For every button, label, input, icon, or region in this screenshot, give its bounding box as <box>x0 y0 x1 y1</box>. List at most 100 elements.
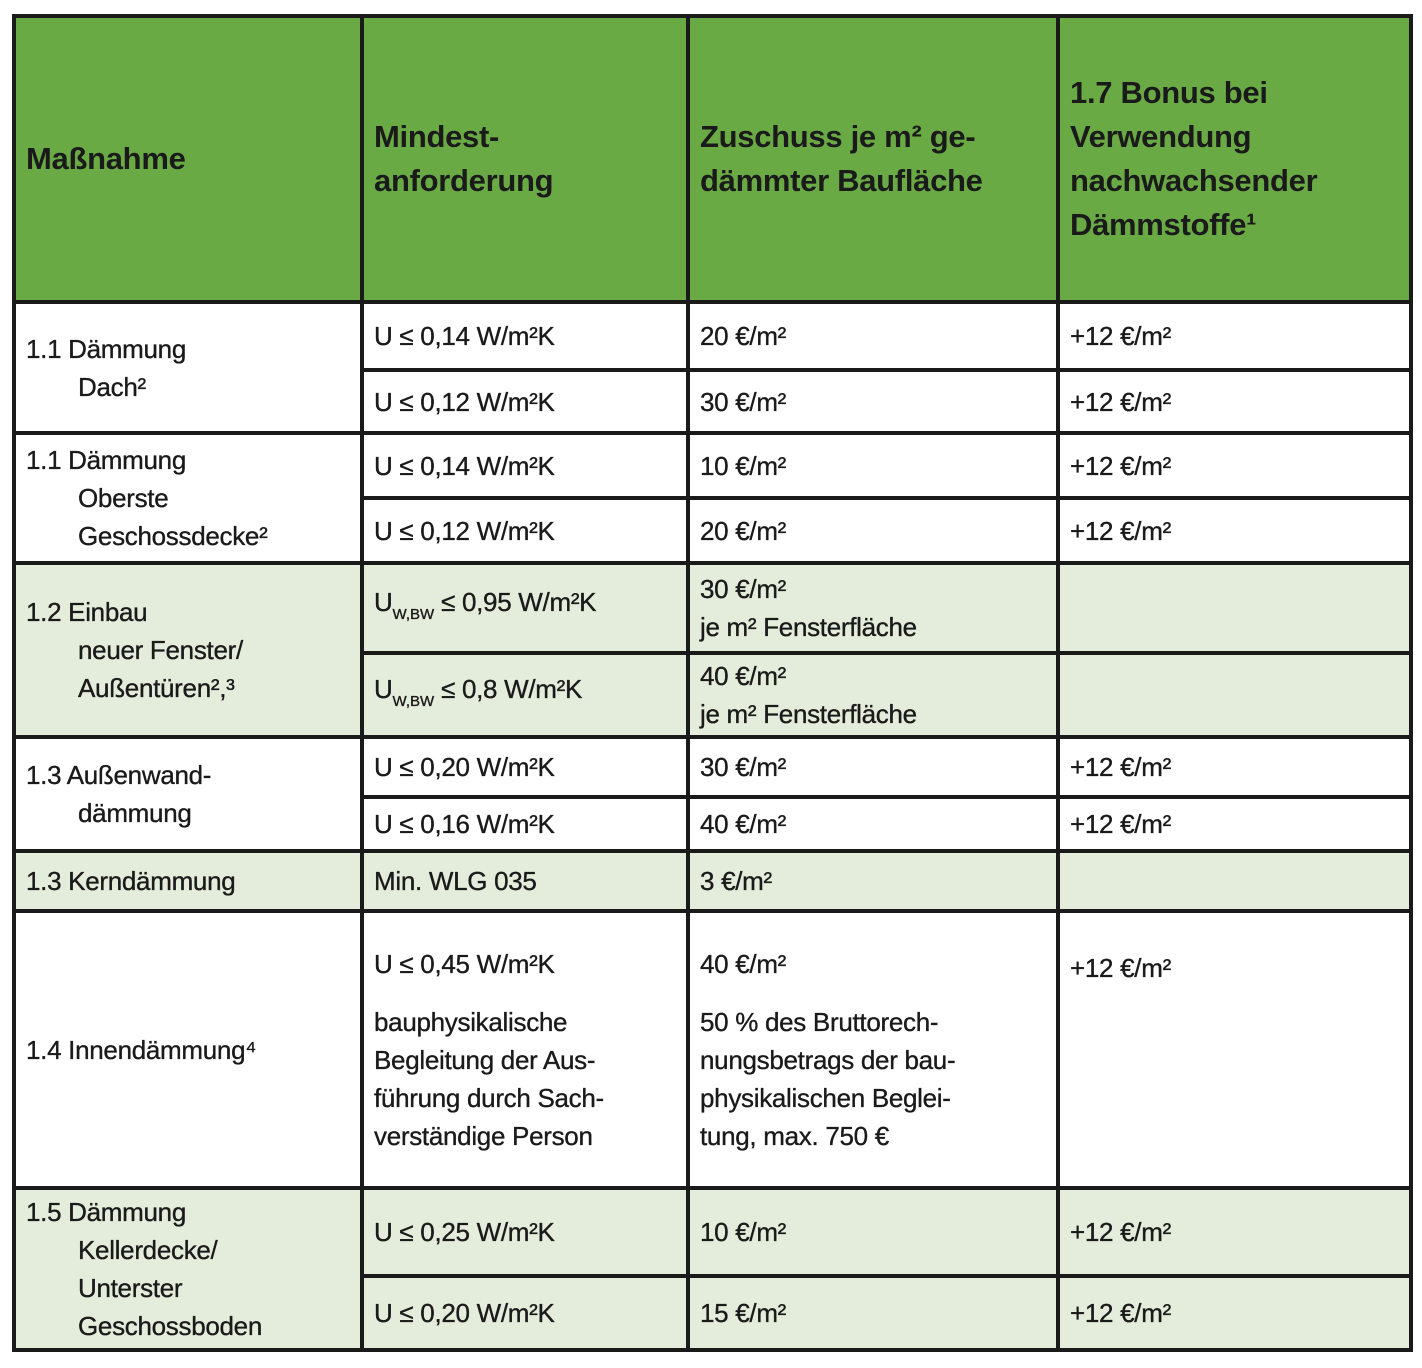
bonus-cell: +12 €/m² <box>1056 1274 1413 1352</box>
measure-line: 1.5 Dämmung <box>26 1197 187 1227</box>
grant-cell: 20 €/m² <box>686 496 1060 565</box>
header-cell: Zuschuss je m² ge-dämmter Baufläche <box>686 14 1060 304</box>
measure-line: Dach² <box>78 371 147 402</box>
measure-line: 1.3 Kerndämmung <box>26 866 236 896</box>
header-line: Verwendung <box>1070 119 1252 154</box>
requirement-cell: U ≤ 0,12 W/m²K <box>360 368 690 435</box>
requirement-cell: UW,BW ≤ 0,8 W/m²K <box>360 651 690 739</box>
grant-cell: 40 €/m² 50 % des Bruttorech-nungsbetrags … <box>686 909 1060 1190</box>
measure-cell: 1.3 Außenwand-dämmung <box>12 735 364 853</box>
header-cell: Mindest-anforderung <box>360 14 690 304</box>
measure-line: Geschossdecke² <box>78 521 268 551</box>
measure-cell: 1.1 Dämmung Oberste Geschossdecke² <box>12 431 364 565</box>
requirement-line: U ≤ 0,20 W/m²K <box>374 748 676 786</box>
grant-line: 40 €/m² <box>700 948 787 979</box>
measure-line: dämmung <box>78 798 192 828</box>
grant-line: 10 €/m² <box>700 1217 787 1247</box>
measure-cell: 1.1 Dämmung Dach² <box>12 300 364 435</box>
grant-line <box>700 983 1046 1003</box>
table-row: 1.1 Dämmung Oberste Geschossdecke² U ≤ 0,14… <box>12 431 1413 565</box>
measure-line: 1.1 Dämmung <box>26 445 187 475</box>
requirement-line: U ≤ 0,12 W/m²K <box>374 383 676 421</box>
requirement-text: U <box>374 673 393 704</box>
grant-line: 10 €/m² <box>700 450 787 481</box>
grant-cell: 30 €/m² <box>686 368 1060 435</box>
grant-line: nungsbetrags der bau- <box>700 1044 956 1075</box>
table-row: 1.3 Kerndämmung Min. WLG 035 3 €/m² <box>12 849 1413 913</box>
table-row: U ≤ 0,16 W/m²K 40 €/m² +12 €/m² <box>14 795 1413 853</box>
grant-line: tung, max. 750 € <box>700 1120 890 1151</box>
grant-cell: 3 €/m² <box>686 849 1060 913</box>
requirement-line: U ≤ 0,20 W/m²K <box>374 1294 676 1332</box>
requirement-cell: U ≤ 0,20 W/m²K <box>360 1274 690 1352</box>
table-row: U ≤ 0,20 W/m²K 15 €/m² +12 €/m² <box>14 1274 1413 1352</box>
measure-cell: 1.3 Kerndämmung <box>12 849 364 913</box>
grant-cell: 20 €/m² <box>686 300 1060 372</box>
table-row: U ≤ 0,12 W/m²K 30 €/m² +12 €/m² <box>14 368 1413 435</box>
grant-line: 30 €/m² <box>700 386 787 417</box>
table-row: U ≤ 0,12 W/m²K 20 €/m² +12 €/m² <box>14 496 1413 565</box>
grant-line: physikalischen Beglei- <box>700 1082 951 1113</box>
measure-cell: 1.2 Einbau neuer Fenster/Außentüren²,³ <box>12 561 364 739</box>
grant-cell: 15 €/m² <box>686 1274 1060 1352</box>
header-cell: Maßnahme <box>12 14 364 304</box>
requirement-text: U ≤ 0,14 W/m²K <box>374 321 555 351</box>
measure-line: Oberste <box>78 483 169 513</box>
grant-line: 20 €/m² <box>700 515 787 546</box>
header-line: Maßnahme <box>26 141 186 176</box>
requirement-text: Min. WLG 035 <box>374 866 537 896</box>
requirement-line: Begleitung der Aus- <box>374 1041 676 1079</box>
grant-cell: 40 €/m² je m² Fensterfläche <box>686 651 1060 739</box>
requirement-subscript: W,BW <box>392 605 435 623</box>
measure-line: 1.4 Innendämmung⁴ <box>26 1034 257 1065</box>
requirement-text-after: ≤ 0,8 W/m²K <box>434 673 583 704</box>
grant-cell: 30 €/m² <box>686 735 1060 799</box>
requirement-line <box>374 983 676 1003</box>
header-line: 1.7 Bonus bei <box>1070 75 1268 110</box>
requirement-cell: U ≤ 0,14 W/m²K <box>360 431 690 500</box>
table-row: 1.1 Dämmung Dach² U ≤ 0,14 W/m²K 20 €/m² +12… <box>12 300 1413 435</box>
requirement-cell: U ≤ 0,14 W/m²K <box>360 300 690 372</box>
requirement-line: U ≤ 0,25 W/m²K <box>374 1213 676 1251</box>
requirement-line: U ≤ 0,14 W/m²K <box>374 317 676 355</box>
measure-line: 1.1 Dämmung <box>26 333 187 364</box>
measure-line: Außentüren²,³ <box>78 673 235 703</box>
header-cell: 1.7 Bonus bei Verwendung nachwachsender Däm… <box>1056 14 1413 304</box>
grant-line: je m² Fensterfläche <box>700 699 917 729</box>
requirement-text: Begleitung der Aus- <box>374 1044 596 1075</box>
requirement-cell: U ≤ 0,20 W/m²K <box>360 735 690 799</box>
grant-line: 30 €/m² <box>700 752 787 782</box>
requirement-cell: U ≤ 0,45 W/m²K bauphysikalische Begleitung… <box>360 909 690 1190</box>
requirement-text: U ≤ 0,25 W/m²K <box>374 1217 555 1247</box>
measure-cell: 1.5 Dämmung Kellerdecke/Unterster Geschoss… <box>12 1186 364 1352</box>
grant-cell: 40 €/m² <box>686 795 1060 853</box>
requirement-text: U ≤ 0,12 W/m²K <box>374 386 555 417</box>
requirement-cell: U ≤ 0,25 W/m²K <box>360 1186 690 1278</box>
measure-line: Geschossboden <box>78 1311 263 1341</box>
requirement-text: U ≤ 0,20 W/m²K <box>374 752 555 782</box>
table-row: 1.3 Außenwand-dämmung U ≤ 0,20 W/m²K 30 €/… <box>12 735 1413 853</box>
requirement-cell: Min. WLG 035 <box>360 849 690 913</box>
requirement-line: U ≤ 0,12 W/m²K <box>374 512 676 550</box>
requirement-cell: U ≤ 0,16 W/m²K <box>360 795 690 853</box>
grant-line: je m² Fensterfläche <box>700 612 917 642</box>
requirement-cell: UW,BW ≤ 0,95 W/m²K <box>360 561 690 655</box>
header-line: Mindest- <box>374 119 500 154</box>
measure-line: 1.3 Außenwand- <box>26 760 212 790</box>
measure-line: Kellerdecke/ <box>78 1235 218 1265</box>
requirement-text: U ≤ 0,45 W/m²K <box>374 948 555 979</box>
requirement-text-after: ≤ 0,95 W/m²K <box>434 586 597 617</box>
bonus-cell: +12 €/m² <box>1056 795 1413 853</box>
requirement-text: U ≤ 0,20 W/m²K <box>374 1298 555 1328</box>
bonus-cell <box>1056 561 1413 655</box>
bonus-cell <box>1056 849 1413 913</box>
header-row: Maßnahme Mindest-anforderung Zuschuss je m… <box>12 14 1413 304</box>
table-row: UW,BW ≤ 0,8 W/m²K 40 €/m² je m² Fensterflä… <box>14 651 1413 739</box>
measure-line: Unterster <box>78 1273 183 1303</box>
requirement-line: Min. WLG 035 <box>374 862 676 900</box>
requirement-text: U ≤ 0,14 W/m²K <box>374 450 555 481</box>
header-line: anforderung <box>374 163 554 198</box>
header-line: nachwachsender <box>1070 163 1318 198</box>
requirement-text: U ≤ 0,16 W/m²K <box>374 809 555 839</box>
requirement-text: U ≤ 0,12 W/m²K <box>374 515 555 546</box>
